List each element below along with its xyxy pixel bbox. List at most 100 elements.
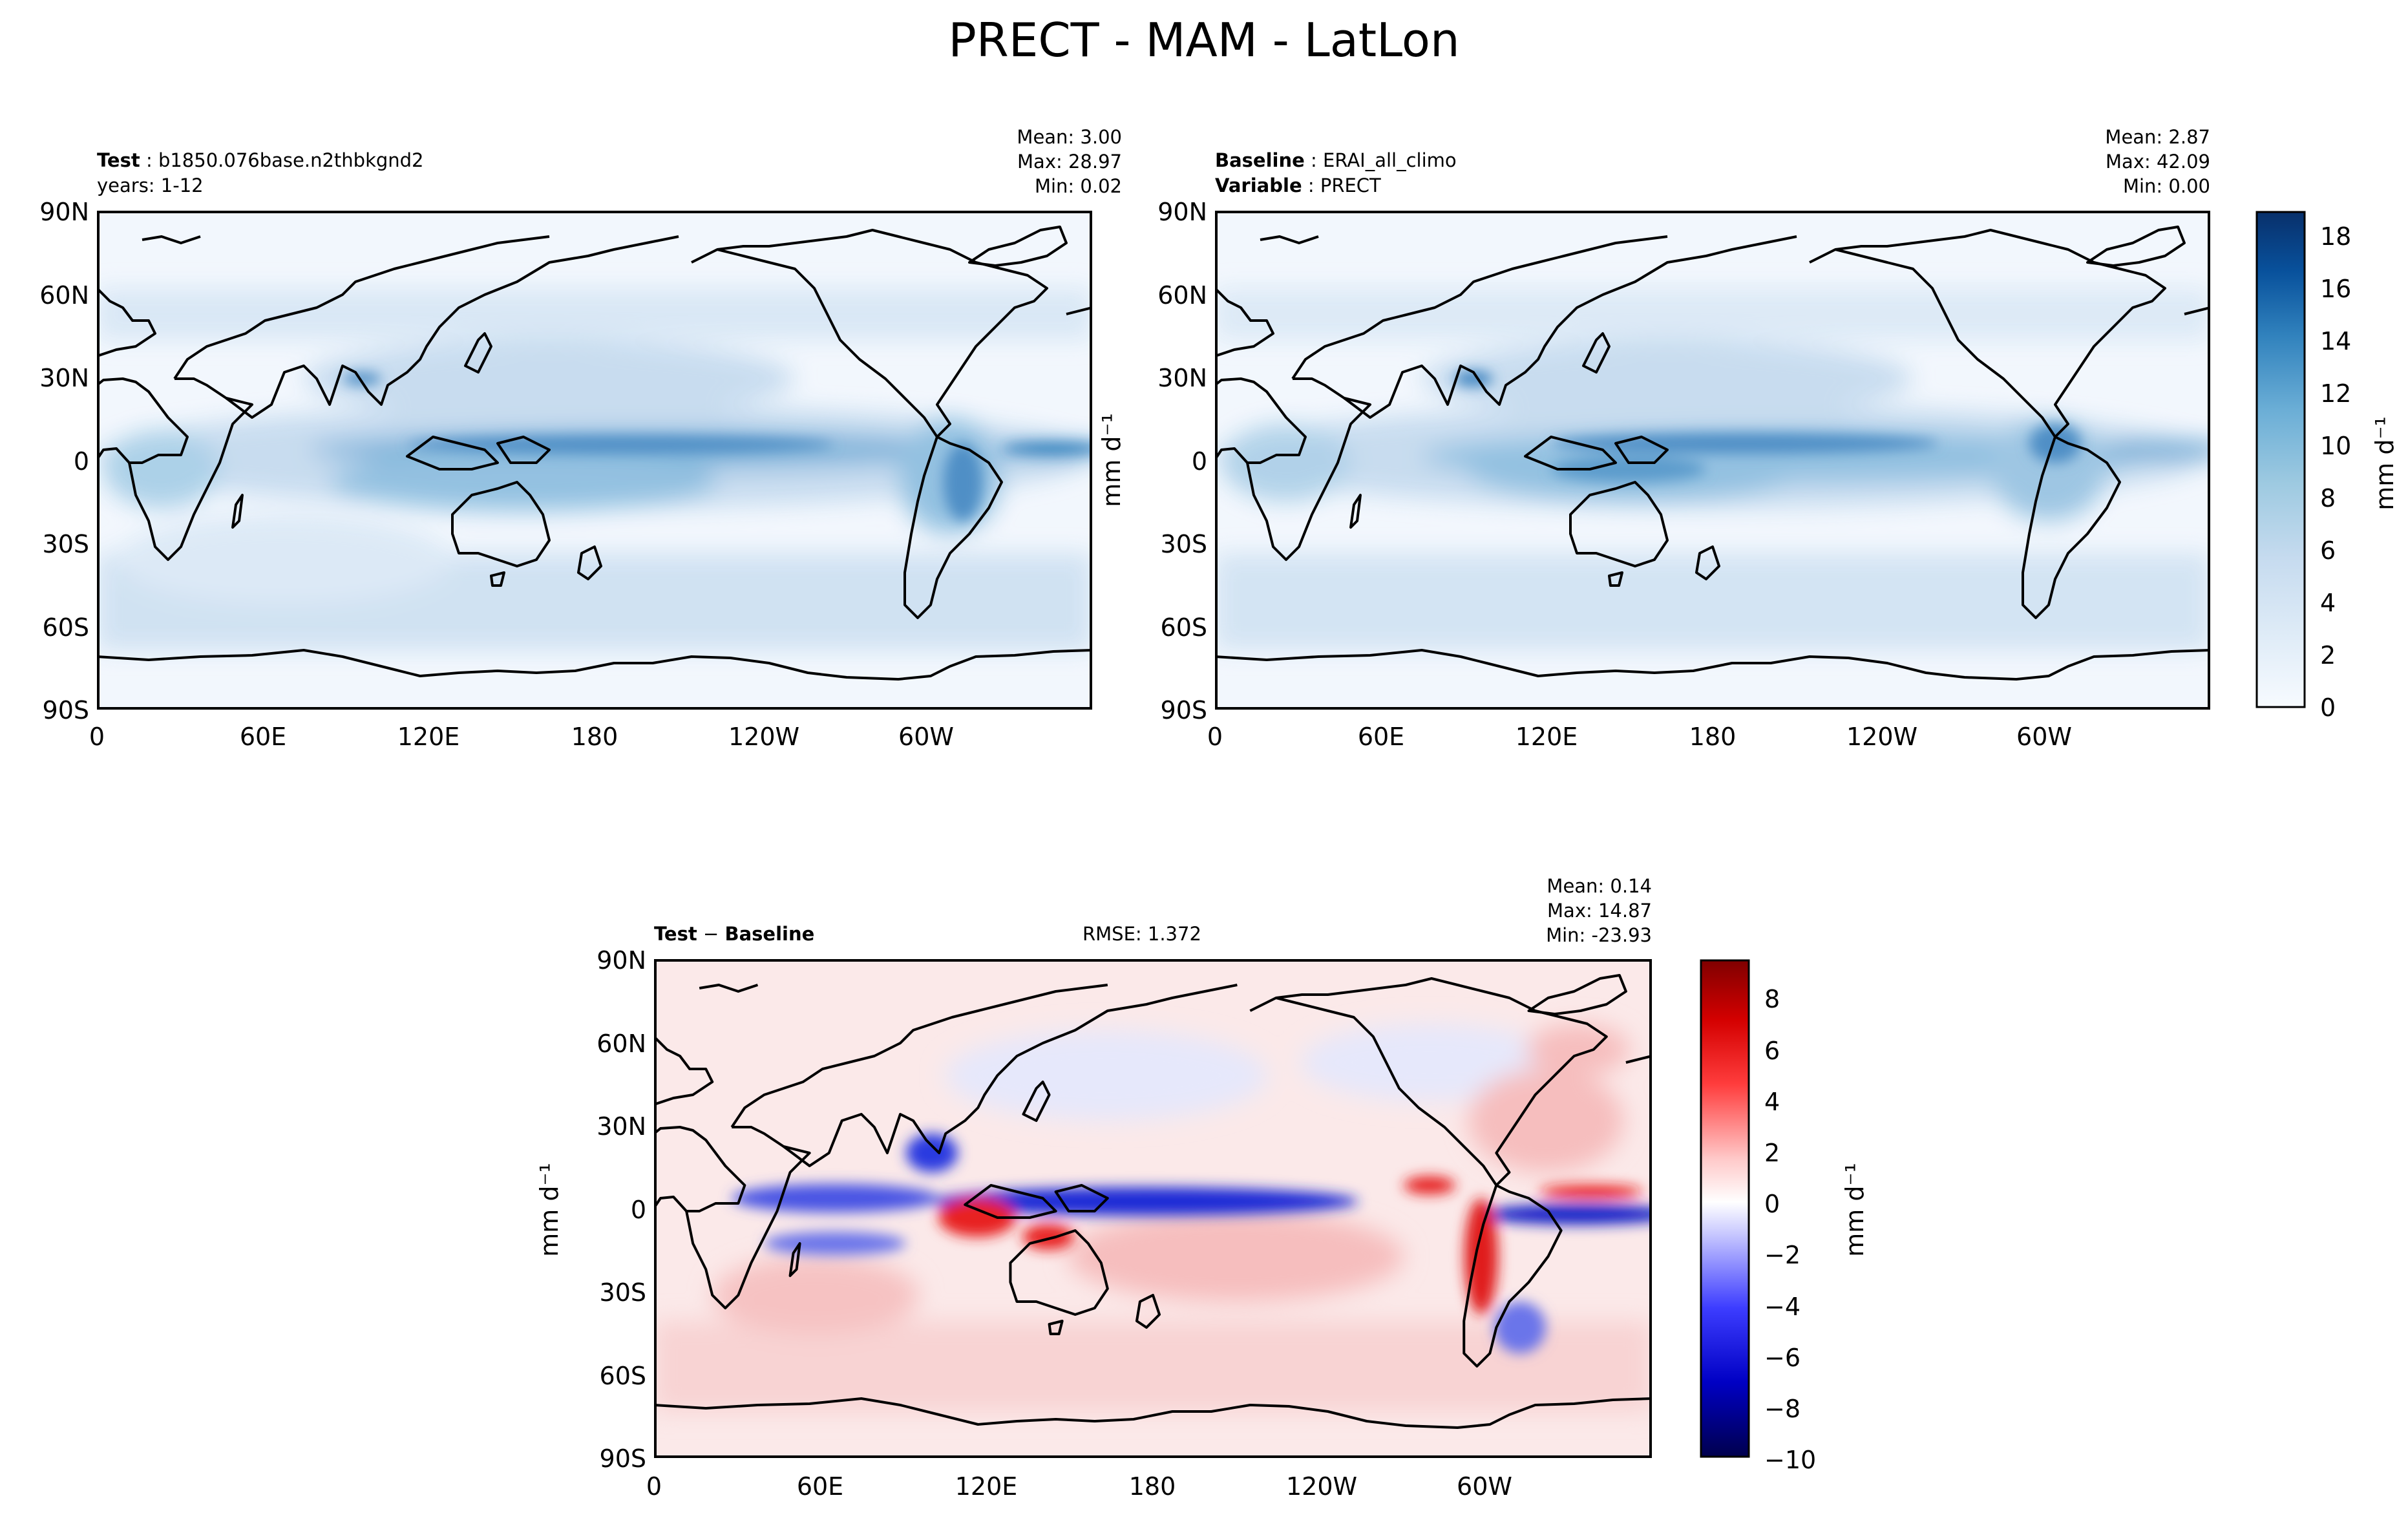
precip-colorbar-tick: 18 [2320, 222, 2352, 251]
diff-colorbar-tick: 4 [1764, 1088, 1780, 1116]
precip-colorbar-tick: 0 [2320, 693, 2336, 722]
test-min: Min: 0.02 [1034, 175, 1122, 197]
diff-lon-tick: 120W [1286, 1472, 1358, 1501]
diff-colorbar-gradient [1700, 959, 1750, 1458]
diff-lat-tick: 30N [597, 1112, 646, 1141]
test-lon-tick: 60W [898, 723, 954, 751]
precip-colorbar-tick: 6 [2320, 536, 2336, 565]
test-label-value: b1850.076base.n2thbkgnd2 [158, 149, 424, 171]
diff-lon-tick: 0 [646, 1472, 662, 1501]
baseline-lon-tick: 60E [1357, 723, 1405, 751]
baseline-label-value: ERAI_all_climo [1323, 149, 1457, 171]
diff-colorbar-tick: −8 [1764, 1395, 1801, 1423]
baseline-map [1215, 211, 2210, 710]
test-lat-tick: 60S [42, 613, 89, 642]
diff-label-key2: Baseline [724, 923, 815, 945]
baseline-lon-tick: 120E [1515, 723, 1578, 751]
test-lon-tick: 60E [239, 723, 287, 751]
precip-colorbar-gradient [2255, 211, 2306, 708]
test-lon-tick: 120E [397, 723, 460, 751]
baseline-panel-label: Baseline : ERAI_all_climo [1215, 149, 1457, 171]
test-mean: Mean: 3.00 [1017, 126, 1122, 148]
test-lat-tick: 30N [39, 364, 89, 392]
diff-lat-tick: 90S [599, 1444, 646, 1473]
baseline-min: Min: 0.00 [2122, 175, 2210, 197]
baseline-lat-tick: 30N [1157, 364, 1207, 392]
diff-lon-tick: 180 [1128, 1472, 1176, 1501]
baseline-lon-tick: 120W [1846, 723, 1918, 751]
diff-rmse: RMSE: 1.372 [1083, 923, 1201, 945]
diff-map-frame [654, 959, 1652, 1458]
baseline-lat-tick: 90S [1160, 696, 1207, 724]
diff-colorbar-tick: −10 [1764, 1446, 1817, 1474]
test-lat-tick: 90N [39, 198, 89, 226]
diff-lat-tick: 60N [597, 1030, 646, 1058]
page-title: PRECT - MAM - LatLon [948, 13, 1460, 67]
test-panel-label: Test : b1850.076base.n2thbkgnd2 [97, 149, 424, 171]
test-lon-tick: 180 [571, 723, 618, 751]
test-lat-tick: 90S [42, 696, 89, 724]
diff-mean: Mean: 0.14 [1547, 875, 1652, 897]
baseline-lon-tick: 0 [1207, 723, 1223, 751]
baseline-var-key: Variable [1215, 174, 1302, 196]
diff-colorbar-tick: −2 [1764, 1241, 1801, 1269]
test-lon-tick: 0 [89, 723, 105, 751]
diff-label-key: Test [654, 923, 697, 945]
test-max: Max: 28.97 [1017, 151, 1122, 173]
baseline-lon-tick: 180 [1689, 723, 1737, 751]
test-label-key: Test [97, 149, 140, 171]
diff-colorbar-tick: −6 [1764, 1344, 1801, 1372]
baseline-map-frame [1215, 211, 2210, 710]
baseline-mean: Mean: 2.87 [2105, 126, 2210, 148]
diff-colorbar-tick: 2 [1764, 1139, 1780, 1167]
diff-field-broad [654, 1024, 1652, 1411]
baseline-lat-tick: 30S [1160, 530, 1207, 558]
diff-lat-tick: 30S [599, 1278, 646, 1307]
diff-map [654, 959, 1652, 1458]
diff-colorbar-tick: 0 [1764, 1190, 1780, 1218]
test-stats: Mean: 3.00 Max: 28.97 Min: 0.02 [1017, 125, 1122, 198]
precip-colorbar-label: mm d⁻¹ [2371, 416, 2399, 511]
test-map-frame [97, 211, 1092, 710]
precip-colorbar-tick: 2 [2320, 641, 2336, 670]
baseline-var-value: PRECT [1320, 174, 1381, 196]
diff-colorbar-tick: 8 [1764, 985, 1780, 1013]
baseline-lat-tick: 60N [1157, 281, 1207, 310]
precip-colorbar-tick: 14 [2320, 327, 2352, 355]
baseline-lon-tick: 60W [2016, 723, 2072, 751]
diff-stats: Mean: 0.14 Max: 14.87 Min: -23.93 [1546, 874, 1652, 947]
diff-ylabel: mm d⁻¹ [535, 1163, 564, 1257]
diff-colorbar [1700, 959, 1750, 1458]
baseline-label-key: Baseline [1215, 149, 1305, 171]
diff-lon-tick: 60E [796, 1472, 844, 1501]
diff-colorbar-label: mm d⁻¹ [1841, 1163, 1869, 1257]
diff-panel-label: Test − Baseline [654, 922, 814, 946]
precip-colorbar [2255, 211, 2306, 708]
baseline-precip-core [1454, 371, 2081, 482]
test-lon-tick: 120W [728, 723, 800, 751]
baseline-lat-tick: 60S [1160, 613, 1207, 642]
baseline-variable: Variable : PRECT [1215, 174, 1381, 196]
precip-colorbar-tick: 12 [2320, 379, 2352, 408]
diff-lon-tick: 60W [1457, 1472, 1512, 1501]
diff-min: Min: -23.93 [1546, 924, 1652, 946]
diff-field-strong [732, 1134, 1652, 1353]
diff-lon-tick: 120E [955, 1472, 1018, 1501]
precip-colorbar-tick: 4 [2320, 589, 2336, 617]
baseline-lat-tick: 0 [1191, 447, 1207, 476]
baseline-stats: Mean: 2.87 Max: 42.09 Min: 0.00 [2105, 125, 2210, 198]
test-lat-tick: 60N [39, 281, 89, 310]
test-years: years: 1-12 [97, 174, 204, 196]
diff-lat-tick: 60S [599, 1362, 646, 1390]
baseline-lat-tick: 90N [1157, 198, 1207, 226]
diff-label-op: − [702, 923, 719, 945]
precip-colorbar-tick: 10 [2320, 432, 2352, 460]
diff-lat-tick: 90N [597, 946, 646, 975]
precip-colorbar-tick: 16 [2320, 275, 2352, 303]
baseline-max: Max: 42.09 [2106, 151, 2210, 173]
test-map [97, 211, 1092, 710]
diff-colorbar-tick: −4 [1764, 1293, 1801, 1321]
diff-lat-tick: 0 [630, 1196, 646, 1224]
test-lat-tick: 0 [73, 447, 89, 476]
precip-colorbar-tick: 8 [2320, 484, 2336, 513]
